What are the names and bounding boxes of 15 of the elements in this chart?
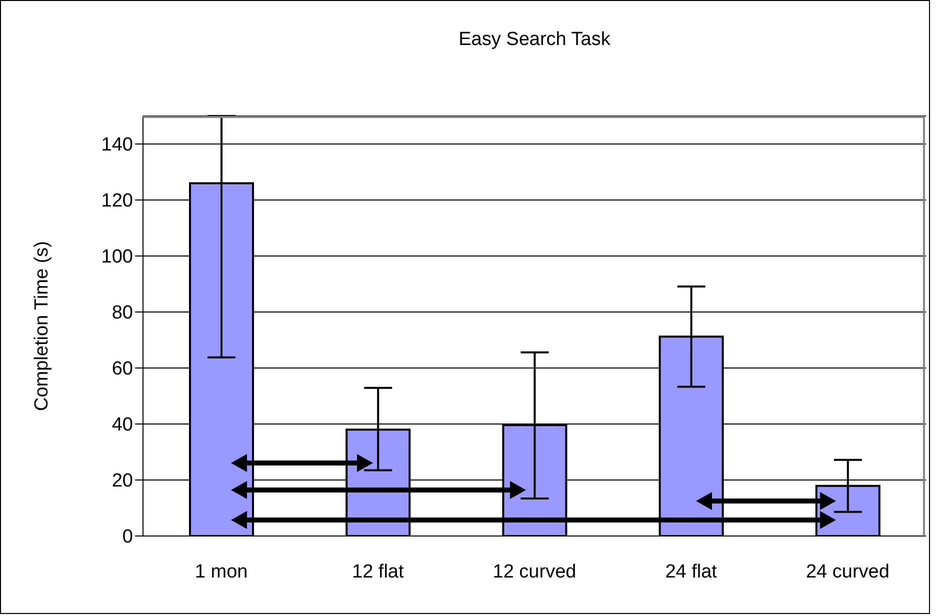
y-tick-label: 40 — [112, 414, 133, 436]
y-tick-label: 0 — [122, 526, 133, 548]
y-tick-label: 140 — [101, 134, 133, 156]
y-tick-label: 60 — [112, 358, 133, 380]
x-tick-label: 24 curved — [806, 561, 890, 582]
y-tick-label: 20 — [112, 470, 133, 492]
x-tick-label: 24 flat — [665, 561, 718, 582]
chart-title: Easy Search Task — [458, 29, 612, 51]
y-tick-label: 100 — [101, 246, 133, 268]
x-tick-label: 12 flat — [352, 561, 404, 582]
y-tick-label: 80 — [112, 302, 133, 324]
x-tick-label: 12 curved — [492, 561, 576, 582]
y-tick-label: 120 — [101, 190, 133, 212]
y-axis-title: Completion Time (s) — [32, 241, 53, 411]
x-tick-label: 1 mon — [194, 561, 248, 582]
